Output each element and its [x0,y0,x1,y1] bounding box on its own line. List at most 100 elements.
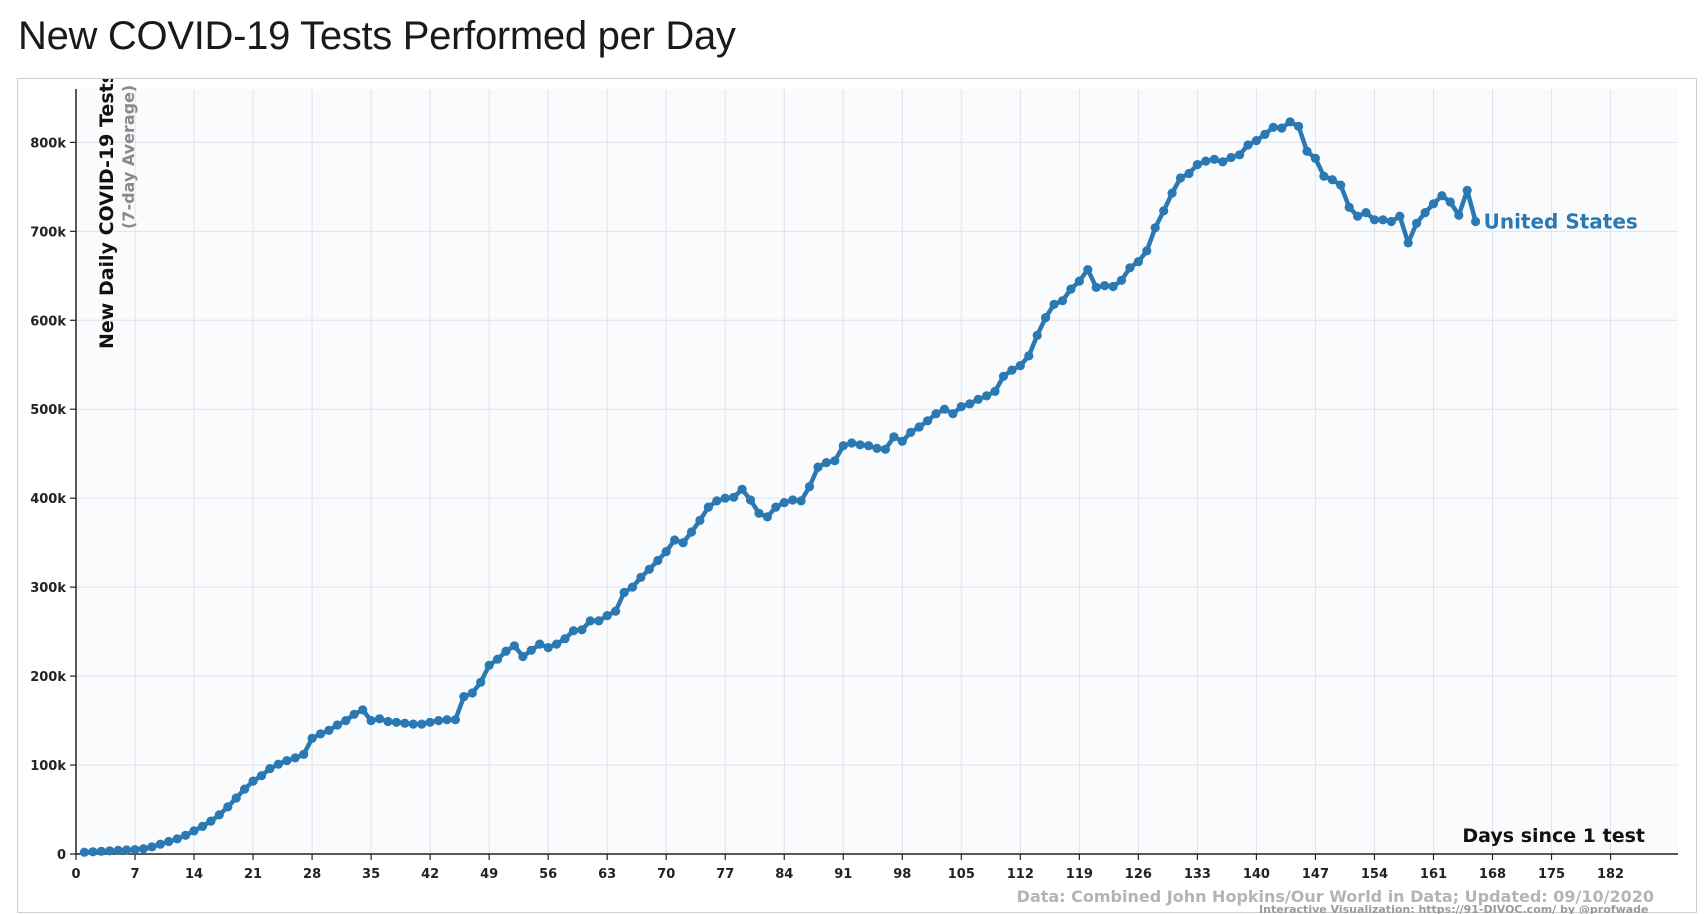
data-point[interactable] [197,821,208,832]
data-point[interactable] [712,496,722,506]
data-point[interactable] [923,416,933,426]
data-point[interactable] [627,582,638,592]
data-point[interactable] [594,616,604,626]
data-point[interactable] [341,716,351,726]
data-point[interactable] [636,572,646,582]
data-point[interactable] [501,646,511,656]
data-point[interactable] [324,725,334,736]
data-point[interactable] [374,714,385,724]
data-point[interactable] [1437,191,1447,201]
data-point[interactable] [214,810,224,820]
data-point[interactable] [1403,238,1413,248]
data-point[interactable] [1066,284,1076,294]
data-point[interactable] [813,462,823,472]
data-point[interactable] [535,639,545,649]
data-point[interactable] [172,834,182,844]
data-point[interactable] [973,394,983,404]
data-point[interactable] [602,611,612,621]
data-point[interactable] [459,692,469,702]
data-point[interactable] [1428,199,1439,209]
data-point[interactable] [408,719,418,729]
data-point[interactable] [147,842,157,852]
data-point[interactable] [450,715,460,725]
data-point[interactable] [1361,208,1371,218]
data-point[interactable] [1167,188,1177,198]
data-point[interactable] [442,715,452,725]
data-point[interactable] [1395,211,1405,221]
data-point[interactable] [939,404,950,414]
data-point[interactable] [1116,275,1127,285]
data-point[interactable] [1133,257,1143,267]
data-point[interactable] [256,771,267,781]
data-point[interactable] [1251,136,1261,146]
data-point[interactable] [189,826,199,836]
data-point[interactable] [88,847,98,857]
data-point[interactable] [526,645,536,655]
data-point[interactable] [181,830,191,840]
data-point[interactable] [1125,263,1135,273]
data-point[interactable] [484,660,494,671]
data-point[interactable] [1041,313,1051,323]
data-point[interactable] [872,443,882,453]
data-point[interactable] [130,845,140,855]
data-point[interactable] [982,391,992,401]
data-point[interactable] [467,688,477,698]
data-point[interactable] [880,444,891,454]
data-point[interactable] [914,422,924,432]
data-point[interactable] [265,764,275,774]
data-point[interactable] [349,709,359,719]
data-point[interactable] [1260,129,1270,139]
data-point[interactable] [366,716,376,726]
data-point[interactable] [240,784,250,794]
data-point[interactable] [1083,265,1093,275]
data-point[interactable] [1327,175,1337,185]
data-point[interactable] [956,402,966,412]
data-point[interactable] [383,716,393,727]
data-point[interactable] [1344,202,1354,212]
data-point[interactable] [299,749,309,760]
data-point[interactable] [1336,180,1346,190]
data-point[interactable] [518,651,528,662]
data-point[interactable] [164,836,174,847]
data-point[interactable] [417,719,427,729]
data-point[interactable] [1091,282,1101,292]
data-point[interactable] [796,496,806,506]
data-point[interactable] [1049,299,1059,309]
data-point[interactable] [1142,246,1152,256]
data-point[interactable] [1201,156,1211,166]
data-point[interactable] [1243,140,1253,150]
data-point[interactable] [729,492,739,502]
data-point[interactable] [1175,173,1186,183]
data-point[interactable] [948,409,958,419]
data-point[interactable] [788,495,798,505]
data-point[interactable] [686,527,697,537]
data-point[interactable] [1369,215,1380,225]
data-point[interactable] [771,502,781,512]
data-point[interactable] [838,441,848,451]
data-point[interactable] [1277,123,1287,133]
data-point[interactable] [1285,117,1295,127]
data-point[interactable] [290,753,300,763]
data-point[interactable] [1226,152,1236,163]
data-point[interactable] [79,847,89,857]
data-point[interactable] [847,438,857,448]
data-point[interactable] [1386,216,1396,227]
data-point[interactable] [779,498,789,508]
data-point[interactable] [1462,185,1472,195]
data-point[interactable] [273,759,283,769]
data-point[interactable] [231,793,241,803]
data-point[interactable] [1150,223,1160,233]
data-point[interactable] [568,626,579,636]
data-point[interactable] [560,634,570,644]
data-point[interactable] [552,639,562,649]
data-point[interactable] [248,776,258,786]
data-point[interactable] [577,625,587,635]
data-point[interactable] [223,802,233,812]
data-point[interactable] [745,495,756,505]
data-point[interactable] [1294,121,1304,131]
data-point[interactable] [889,432,899,442]
data-point[interactable] [1218,157,1228,167]
data-point[interactable] [965,399,975,409]
data-point[interactable] [720,493,730,503]
data-point[interactable] [611,606,621,616]
